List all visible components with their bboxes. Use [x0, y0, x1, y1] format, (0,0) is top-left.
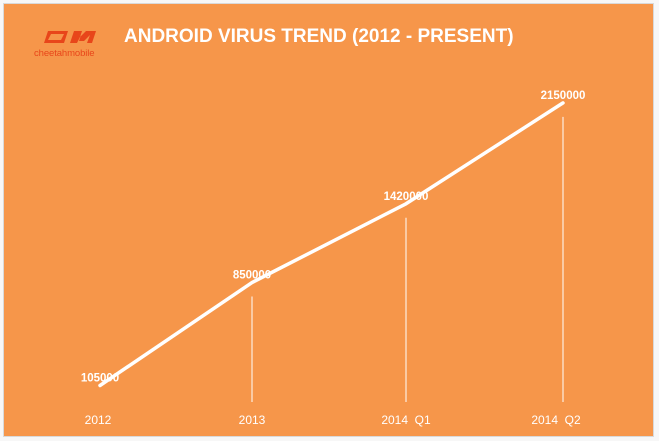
chart-frame: cheetahmobile ANDROID VIRUS TREND (2012 … — [3, 3, 654, 437]
data-label: 2150000 — [541, 90, 586, 102]
data-label: 105000 — [81, 372, 119, 384]
x-tick-label: 2013 — [239, 413, 266, 427]
chart-title: ANDROID VIRUS TREND (2012 - PRESENT) — [124, 26, 514, 47]
x-tick-label: 2014 Q1 — [381, 413, 431, 427]
x-tick-label: 2012 — [85, 413, 112, 427]
logo-text: cheetahmobile — [34, 48, 95, 59]
series-line — [98, 101, 565, 388]
data-label: 850000 — [233, 270, 271, 282]
cm-logo-icon — [44, 31, 96, 43]
cheetah-mobile-logo: cheetahmobile — [34, 28, 114, 62]
data-label: 1420000 — [384, 191, 429, 203]
x-tick-label: 2014 Q2 — [531, 413, 581, 427]
